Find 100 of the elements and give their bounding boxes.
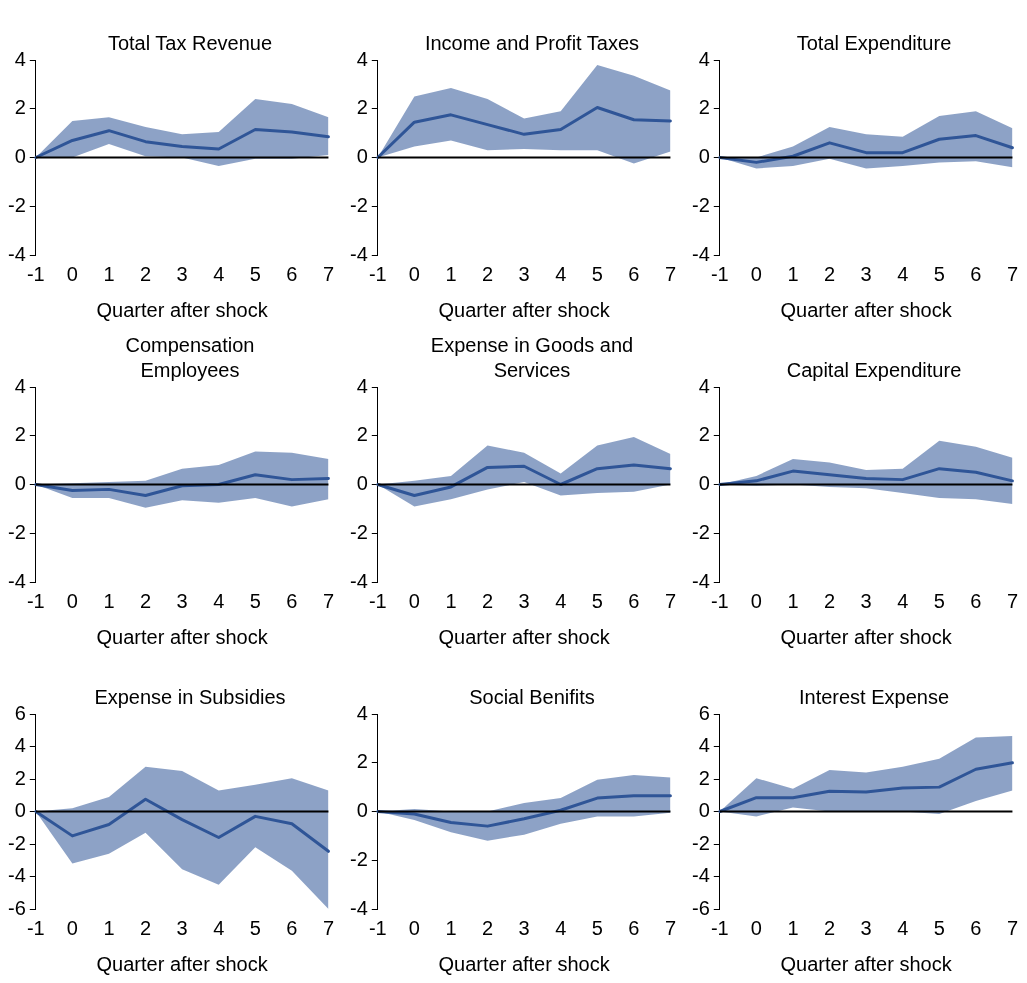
x-tick-label: 5 xyxy=(933,589,945,612)
x-axis-title: Quarter after shock xyxy=(96,625,269,648)
x-tick-label: -1 xyxy=(710,916,729,939)
x-tick-label: 3 xyxy=(860,262,872,285)
y-tick-label: 2 xyxy=(14,96,26,119)
x-tick-label: 2 xyxy=(823,589,836,612)
chart-title: Income and Profit Taxes xyxy=(424,31,640,56)
x-tick-label: 2 xyxy=(139,262,152,285)
chart-title: Total Expenditure xyxy=(796,31,952,56)
x-tick-label: -1 xyxy=(368,589,387,612)
y-tick-label: 4 xyxy=(698,47,710,70)
x-tick-label: 5 xyxy=(933,262,945,285)
x-axis-title: Quarter after shock xyxy=(96,952,269,975)
x-tick-label: 7 xyxy=(664,589,676,612)
x-tick-label: -1 xyxy=(368,262,387,285)
x-tick-label: 7 xyxy=(322,589,334,612)
y-tick-label: -2 xyxy=(349,847,368,870)
x-tick-label: 3 xyxy=(518,589,530,612)
x-tick-label: 0 xyxy=(408,916,420,939)
y-tick-label: 4 xyxy=(698,374,710,397)
x-tick-label: -1 xyxy=(26,262,45,285)
y-tick-label: 2 xyxy=(356,96,368,119)
x-tick-label: 5 xyxy=(249,589,261,612)
x-tick-label: 4 xyxy=(897,262,909,285)
x-tick-label: 6 xyxy=(970,589,982,612)
x-axis-title: Quarter after shock xyxy=(780,298,953,321)
x-tick-label: 7 xyxy=(664,916,676,939)
x-tick-label: 5 xyxy=(591,916,603,939)
x-tick-label: 3 xyxy=(176,589,188,612)
x-tick-label: 0 xyxy=(750,916,762,939)
x-tick-label: 1 xyxy=(103,589,115,612)
y-tick-label: -2 xyxy=(7,193,26,216)
y-tick-label: -2 xyxy=(7,831,26,854)
x-tick-label: 2 xyxy=(481,916,494,939)
y-tick-label: 0 xyxy=(14,799,26,822)
x-tick-label: 0 xyxy=(66,916,78,939)
x-tick-label: 2 xyxy=(823,916,836,939)
y-tick-label: 0 xyxy=(14,145,26,168)
y-tick-label: 0 xyxy=(14,472,26,495)
x-tick-label: 6 xyxy=(286,916,298,939)
x-tick-label: 3 xyxy=(518,916,530,939)
y-tick-label: -2 xyxy=(349,520,368,543)
y-tick-label: -4 xyxy=(7,569,26,592)
y-tick-label: 4 xyxy=(14,374,26,397)
y-tick-label: -6 xyxy=(7,896,26,919)
y-tick-label: 4 xyxy=(698,734,710,757)
y-tick-label: -2 xyxy=(691,831,710,854)
x-tick-label: 0 xyxy=(66,589,78,612)
y-tick-label: -2 xyxy=(349,193,368,216)
x-tick-label: 6 xyxy=(286,262,298,285)
x-tick-label: 2 xyxy=(481,262,494,285)
x-tick-label: 4 xyxy=(213,262,225,285)
x-tick-label: 7 xyxy=(1006,262,1018,285)
y-tick-label: 0 xyxy=(356,799,368,822)
x-tick-label: 0 xyxy=(750,589,762,612)
x-tick-label: 3 xyxy=(860,589,872,612)
x-axis-title: Quarter after shock xyxy=(438,952,611,975)
x-tick-label: 1 xyxy=(445,589,457,612)
y-tick-label: 2 xyxy=(14,766,26,789)
x-tick-label: 6 xyxy=(970,262,982,285)
y-tick-label: 2 xyxy=(698,423,710,446)
y-tick-label: 2 xyxy=(356,750,368,773)
y-tick-label: -4 xyxy=(349,242,368,265)
x-tick-label: 6 xyxy=(628,916,640,939)
x-tick-label: 3 xyxy=(176,262,188,285)
x-tick-label: 7 xyxy=(1006,589,1018,612)
y-tick-label: -4 xyxy=(691,242,710,265)
y-tick-label: 2 xyxy=(698,96,710,119)
chart-title: Total Tax Revenue xyxy=(107,31,273,56)
x-tick-label: 0 xyxy=(750,262,762,285)
x-tick-label: 1 xyxy=(445,262,457,285)
x-tick-label: 4 xyxy=(555,589,567,612)
y-tick-label: 6 xyxy=(698,701,710,724)
y-tick-label: -4 xyxy=(349,569,368,592)
y-tick-label: -4 xyxy=(691,864,710,887)
x-tick-label: 6 xyxy=(628,589,640,612)
x-tick-label: -1 xyxy=(26,589,45,612)
x-tick-label: 4 xyxy=(213,916,225,939)
y-tick-label: -4 xyxy=(7,864,26,887)
y-tick-label: 6 xyxy=(14,701,26,724)
y-tick-label: -4 xyxy=(349,896,368,919)
x-tick-label: 7 xyxy=(322,262,334,285)
x-tick-label: 7 xyxy=(1006,916,1018,939)
x-tick-label: 3 xyxy=(176,916,188,939)
y-tick-label: 4 xyxy=(14,734,26,757)
x-tick-label: 2 xyxy=(139,916,152,939)
x-tick-label: 6 xyxy=(628,262,640,285)
y-tick-label: 2 xyxy=(356,423,368,446)
x-tick-label: -1 xyxy=(710,589,729,612)
y-tick-label: 2 xyxy=(14,423,26,446)
x-tick-label: 7 xyxy=(322,916,334,939)
x-axis-title: Quarter after shock xyxy=(780,625,953,648)
x-tick-label: 4 xyxy=(555,262,567,285)
y-tick-label: -2 xyxy=(7,520,26,543)
x-tick-label: 1 xyxy=(787,589,799,612)
x-tick-label: 5 xyxy=(933,916,945,939)
y-tick-label: 0 xyxy=(698,799,710,822)
x-tick-label: 2 xyxy=(139,589,152,612)
x-axis-title: Quarter after shock xyxy=(438,298,611,321)
x-tick-label: -1 xyxy=(710,262,729,285)
